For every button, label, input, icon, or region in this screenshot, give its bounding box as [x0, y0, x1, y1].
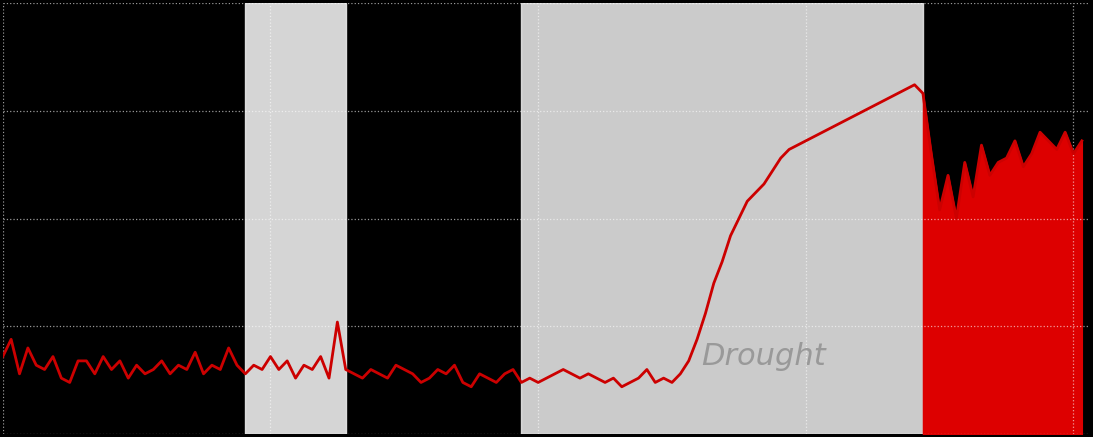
- Bar: [521, 3, 922, 434]
- Text: Drought: Drought: [702, 342, 826, 371]
- Bar: [245, 3, 345, 434]
